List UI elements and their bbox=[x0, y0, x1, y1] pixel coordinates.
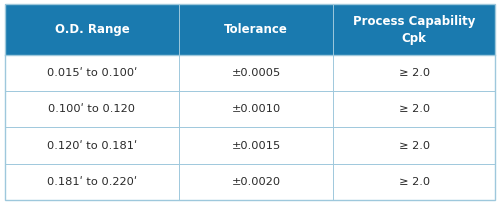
Text: ≥ 2.0: ≥ 2.0 bbox=[398, 177, 430, 187]
Bar bbox=[5, 91, 179, 128]
Bar bbox=[5, 4, 179, 55]
Text: ≥ 2.0: ≥ 2.0 bbox=[398, 68, 430, 78]
Bar bbox=[5, 55, 179, 91]
Bar bbox=[5, 164, 179, 200]
Text: ≥ 2.0: ≥ 2.0 bbox=[398, 104, 430, 114]
Bar bbox=[5, 128, 179, 164]
Bar bbox=[179, 164, 334, 200]
Bar bbox=[179, 4, 334, 55]
Text: O.D. Range: O.D. Range bbox=[54, 23, 130, 36]
Text: Process Capability
Cpk: Process Capability Cpk bbox=[353, 14, 476, 44]
Text: ±0.0005: ±0.0005 bbox=[232, 68, 281, 78]
Text: 0.100ʹ to 0.120: 0.100ʹ to 0.120 bbox=[48, 104, 136, 114]
Text: ≥ 2.0: ≥ 2.0 bbox=[398, 141, 430, 151]
Bar bbox=[334, 164, 495, 200]
Text: Tolerance: Tolerance bbox=[224, 23, 288, 36]
Text: ±0.0010: ±0.0010 bbox=[232, 104, 281, 114]
Text: 0.015ʹ to 0.100ʹ: 0.015ʹ to 0.100ʹ bbox=[47, 68, 137, 78]
Bar bbox=[179, 55, 334, 91]
Text: ±0.0020: ±0.0020 bbox=[232, 177, 280, 187]
Text: 0.181ʹ to 0.220ʹ: 0.181ʹ to 0.220ʹ bbox=[47, 177, 137, 187]
Bar bbox=[179, 128, 334, 164]
Bar bbox=[179, 91, 334, 128]
Text: 0.120ʹ to 0.181ʹ: 0.120ʹ to 0.181ʹ bbox=[47, 141, 137, 151]
Bar bbox=[334, 4, 495, 55]
Bar bbox=[334, 55, 495, 91]
Bar bbox=[334, 128, 495, 164]
Text: ±0.0015: ±0.0015 bbox=[232, 141, 281, 151]
Bar bbox=[334, 91, 495, 128]
